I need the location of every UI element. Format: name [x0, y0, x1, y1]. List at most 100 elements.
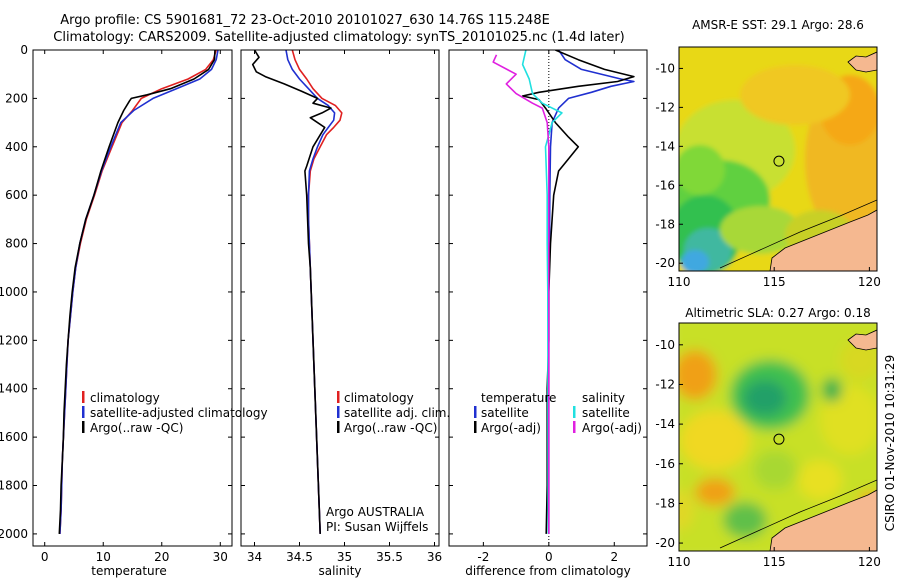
x-tick-label: 20: [154, 550, 169, 564]
map-x-tick-label: 110: [668, 275, 691, 289]
series-line-climatology: [59, 50, 217, 534]
y-tick-label: 1800: [0, 479, 28, 493]
salinity-legend: climatology satellite adj. clim. Argo(..…: [337, 391, 450, 435]
difference-axes-frame: [448, 49, 648, 547]
map-y-tick-label: -10: [655, 338, 675, 352]
map-y-tick-label: -12: [655, 100, 675, 114]
temperature-panel: 0 200 400 600 800 1000 1200 1400 1600 1800 2000 0 10…: [0, 43, 268, 578]
legend-label-temp-argo: Argo(-adj): [481, 421, 541, 435]
salinity-ticks: 34 34.5 35 35.5 36: [241, 49, 442, 564]
legend-swatch-sal-argo: [573, 421, 576, 433]
x-tick-label: 36: [427, 550, 442, 564]
temperature-axes-frame: [32, 49, 233, 547]
series-line-temperature-satellite: [547, 50, 635, 534]
sst-land: [769, 209, 877, 271]
y-tick-label: 1600: [0, 430, 28, 444]
argo-credit-line1: Argo AUSTRALIA: [326, 505, 425, 519]
sst-heatmap: [679, 47, 877, 271]
sst-coast-contour: [719, 199, 877, 269]
legend-label-satellite: satellite adj. clim.: [344, 406, 450, 420]
sla-map-panel: Altimetric SLA: 0.27 Argo: 0.18: [655, 306, 881, 569]
legend-label-climatology: climatology: [344, 391, 414, 405]
legend-label-argo: Argo(..raw -QC): [344, 421, 437, 435]
salinity-lines: [251, 50, 343, 534]
x-tick-label: 35.5: [376, 550, 403, 564]
x-tick-label: 35: [337, 550, 352, 564]
x-tick-label: -2: [477, 550, 489, 564]
legend-label-sal-satellite: satellite: [582, 406, 630, 420]
map-x-tick-label: 115: [763, 275, 786, 289]
legend-swatch-argo: [337, 421, 340, 433]
difference-legend: temperature satellite Argo(-adj) salinit…: [474, 391, 642, 435]
x-tick-label: 0: [545, 550, 553, 564]
sst-argo-marker: [773, 155, 785, 167]
map-x-tick-label: 115: [763, 555, 786, 569]
map-y-tick-label: -14: [655, 139, 675, 153]
difference-ticks: -2 0 2: [449, 49, 647, 564]
legend-swatch-satellite: [82, 406, 85, 418]
map-y-tick-label: -20: [655, 256, 675, 270]
x-tick-label: 34: [247, 550, 262, 564]
y-tick-label: 400: [5, 140, 28, 154]
csiro-credit: CSIRO 01-Nov-2010 10:31:29: [883, 355, 897, 531]
series-line-satellite: [59, 50, 219, 534]
sla-argo-marker: [773, 433, 785, 445]
sla-island: [847, 329, 877, 351]
temperature-legend: climatology satellite-adjusted climatolo…: [82, 391, 268, 435]
map-y-tick-label: -16: [655, 178, 675, 192]
map-y-tick-label: -14: [655, 417, 675, 431]
temperature-ticks: 0 200 400 600 800 1000 1200 1400 1600 1800 2000 0 10…: [0, 43, 232, 564]
salinity-axes-frame: [240, 49, 440, 547]
difference-lines: [492, 50, 635, 534]
legend-label-satellite: satellite-adjusted climatology: [90, 406, 268, 420]
y-tick-label: 800: [5, 237, 28, 251]
map-x-tick-label: 120: [858, 555, 881, 569]
legend-label-argo: Argo(..raw -QC): [90, 421, 183, 435]
legend-swatch-argo: [82, 421, 85, 433]
y-tick-label: 1400: [0, 382, 28, 396]
legend-swatch-satellite: [337, 406, 340, 418]
temperature-xlabel: temperature: [91, 564, 166, 578]
y-tick-label: 0: [20, 43, 28, 57]
sst-map-panel: AMSR-E SST: 29.1 Argo: 28.6 110 11: [655, 18, 880, 289]
difference-xlabel: difference from climatology: [465, 564, 631, 578]
map-y-tick-label: -18: [655, 496, 675, 510]
series-line-argo: [251, 50, 332, 534]
salinity-panel: 34 34.5 35 35.5 36 salinity climatology sate…: [240, 49, 450, 578]
temperature-lines: [58, 50, 219, 534]
map-y-tick-label: -20: [655, 536, 675, 550]
legend-label-temp-satellite: satellite: [481, 406, 529, 420]
legend-swatch-sal-satellite: [573, 406, 576, 418]
sla-land: [769, 489, 877, 551]
series-line-salinity-satellite: [521, 50, 563, 534]
legend-swatch-climatology: [337, 391, 340, 403]
salinity-xlabel: salinity: [318, 564, 361, 578]
sla-map-title: Altimetric SLA: 0.27 Argo: 0.18: [685, 306, 870, 320]
difference-panel: -2 0 2 difference from climatology tempera…: [448, 49, 648, 578]
legend-swatch-climatology: [82, 391, 85, 403]
x-tick-label: 10: [96, 550, 111, 564]
y-tick-label: 600: [5, 188, 28, 202]
y-tick-label: 200: [5, 91, 28, 105]
x-tick-label: 30: [213, 550, 228, 564]
map-x-tick-label: 120: [858, 275, 881, 289]
argo-credit-line2: PI: Susan Wijffels: [326, 520, 428, 534]
legend-label-climatology: climatology: [90, 391, 160, 405]
figure-title-line1: Argo profile: CS 5901681_72 23-Oct-2010 …: [60, 13, 550, 28]
map-y-tick-label: -16: [655, 457, 675, 471]
sst-map-frame: [678, 46, 878, 272]
sst-island: [847, 51, 877, 73]
legend-label-sal-argo: Argo(-adj): [582, 421, 642, 435]
y-tick-label: 2000: [0, 527, 28, 541]
sst-map-ticks: 110 115 120 -10 -12 -14 -16 -18 -20: [655, 61, 880, 289]
series-line-argo: [58, 50, 216, 534]
map-y-tick-label: -18: [655, 217, 675, 231]
map-y-tick-label: -10: [655, 61, 675, 75]
map-y-tick-label: -12: [655, 377, 675, 391]
figure-title-line2: Climatology: CARS2009. Satellite-adjuste…: [53, 30, 625, 45]
y-tick-label: 1200: [0, 333, 28, 347]
x-tick-label: 2: [610, 550, 618, 564]
series-line-temperature-argo: [521, 50, 635, 534]
legend-swatch-temp-argo: [474, 421, 477, 433]
